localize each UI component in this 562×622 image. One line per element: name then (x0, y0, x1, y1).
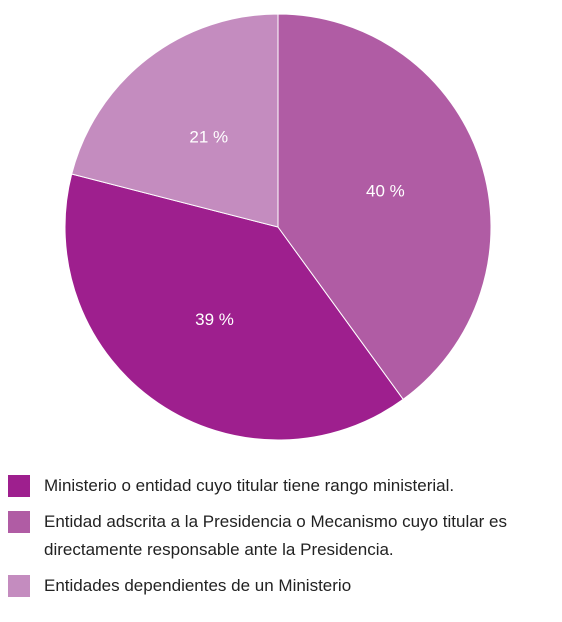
legend: Ministerio o entidad cuyo titular tiene … (8, 472, 556, 608)
legend-item: Entidad adscrita a la Presidencia o Meca… (8, 508, 556, 564)
slice-label: 40 % (366, 182, 405, 201)
legend-swatch (8, 511, 30, 533)
legend-item: Entidades dependientes de un Ministerio (8, 572, 556, 600)
pie-slice (64, 173, 404, 441)
pie-slice (277, 13, 492, 401)
legend-item: Ministerio o entidad cuyo titular tiene … (8, 472, 556, 500)
legend-label: Entidad adscrita a la Presidencia o Meca… (44, 512, 508, 559)
legend-label: Entidades dependientes de un Ministerio (44, 576, 352, 595)
legend-swatch (8, 575, 30, 597)
slice-label: 21 % (189, 127, 228, 146)
chart: 39 % 40 % 21 % (64, 13, 492, 441)
legend-label: Ministerio o entidad cuyo titular tiene … (44, 476, 455, 495)
slice-label: 39 % (195, 310, 234, 329)
pie-slice (71, 13, 279, 228)
legend-swatch (8, 475, 30, 497)
